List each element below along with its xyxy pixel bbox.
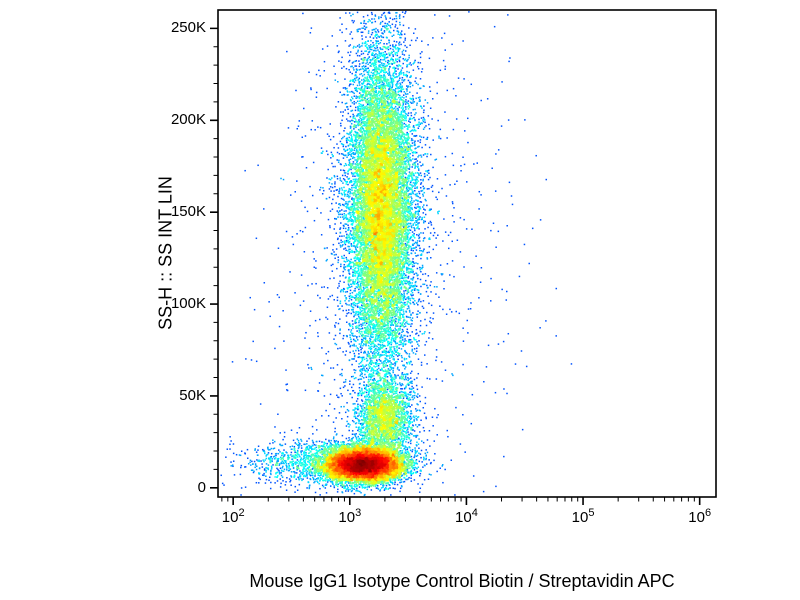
- y-tick-label: 100K: [170, 294, 206, 312]
- x-axis-label: Mouse IgG1 Isotype Control Biotin / Stre…: [249, 571, 675, 591]
- x-tick-label: 104: [455, 507, 478, 526]
- x-tick-label: 106: [688, 507, 712, 526]
- x-tick-label: 103: [338, 507, 362, 526]
- y-tick-label: 0: [197, 478, 206, 496]
- x-tick-label: 102: [221, 507, 245, 526]
- y-tick-label: 250K: [170, 19, 206, 37]
- y-tick-label: 200K: [170, 111, 206, 128]
- y-tick-label: 50K: [179, 386, 206, 404]
- x-tick-label: 105: [571, 507, 595, 526]
- y-tick-label: 150K: [170, 202, 206, 220]
